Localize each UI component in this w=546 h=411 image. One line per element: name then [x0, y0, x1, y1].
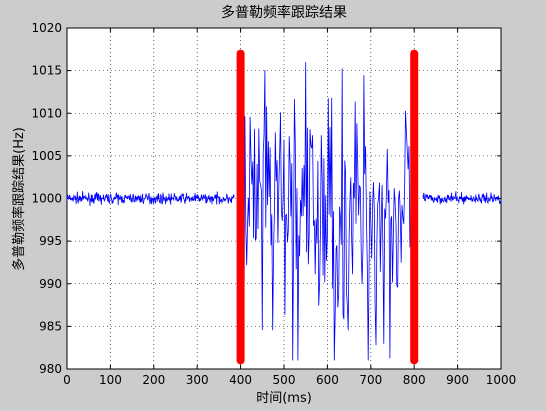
x-tick-label: 100: [99, 373, 122, 387]
x-tick-label: 900: [446, 373, 469, 387]
x-tick-label: 0: [63, 373, 71, 387]
x-tick-label: 300: [186, 373, 209, 387]
y-tick-label: 990: [39, 277, 62, 291]
y-axis-label: 多普勒频率跟踪结果(Hz): [11, 127, 27, 271]
x-tick-label: 800: [403, 373, 426, 387]
y-tick-label: 985: [39, 319, 62, 333]
x-axis-label: 时间(ms): [256, 391, 312, 406]
x-tick-label: 500: [273, 373, 296, 387]
x-tick-label: 1000: [486, 373, 517, 387]
axis-ticks: 0 100 200 300 400 500 600 700 800 900 1000 980 985 99…: [31, 21, 516, 387]
y-tick-label: 980: [39, 362, 62, 376]
marker-layer: [236, 49, 419, 365]
chart-title: 多普勒频率跟踪结果: [221, 4, 347, 21]
y-tick-label: 1020: [31, 21, 62, 35]
frequency-trace-segment: [66, 191, 235, 207]
y-tick-label: 1005: [31, 149, 62, 163]
x-tick-label: 600: [316, 373, 339, 387]
series-layer: [66, 62, 502, 361]
x-tick-label: 400: [229, 373, 252, 387]
x-tick-label: 200: [142, 373, 165, 387]
frequency-trace-segment: [422, 191, 502, 205]
y-tick-label: 1000: [31, 192, 62, 206]
frequency-trace-segment: [240, 62, 415, 361]
y-tick-label: 995: [39, 234, 62, 248]
y-tick-label: 1015: [31, 64, 62, 78]
x-tick-label: 700: [359, 373, 382, 387]
y-tick-label: 1010: [31, 106, 62, 120]
